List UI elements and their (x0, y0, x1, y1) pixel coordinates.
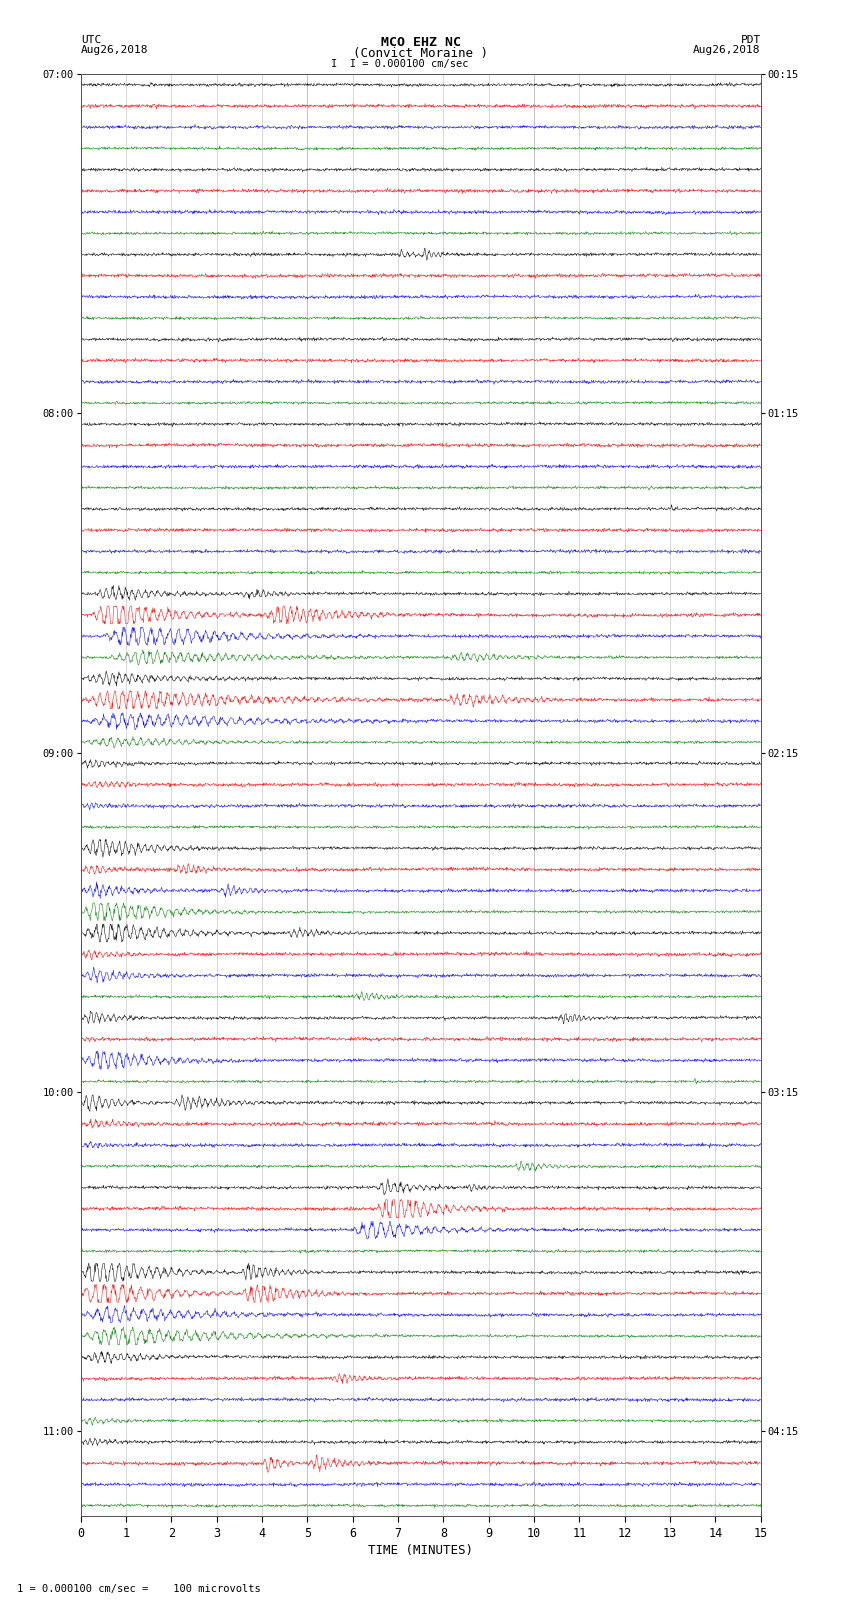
Text: Aug26,2018: Aug26,2018 (81, 45, 148, 55)
X-axis label: TIME (MINUTES): TIME (MINUTES) (368, 1544, 473, 1557)
Text: (Convict Moraine ): (Convict Moraine ) (354, 47, 488, 60)
Text: Aug26,2018: Aug26,2018 (694, 45, 761, 55)
Text: PDT: PDT (740, 35, 761, 45)
Text: UTC: UTC (81, 35, 101, 45)
Text: 1 = 0.000100 cm/sec =    100 microvolts: 1 = 0.000100 cm/sec = 100 microvolts (17, 1584, 261, 1594)
Text: MCO EHZ NC: MCO EHZ NC (381, 35, 461, 50)
Text: I  I = 0.000100 cm/sec: I I = 0.000100 cm/sec (331, 60, 468, 69)
